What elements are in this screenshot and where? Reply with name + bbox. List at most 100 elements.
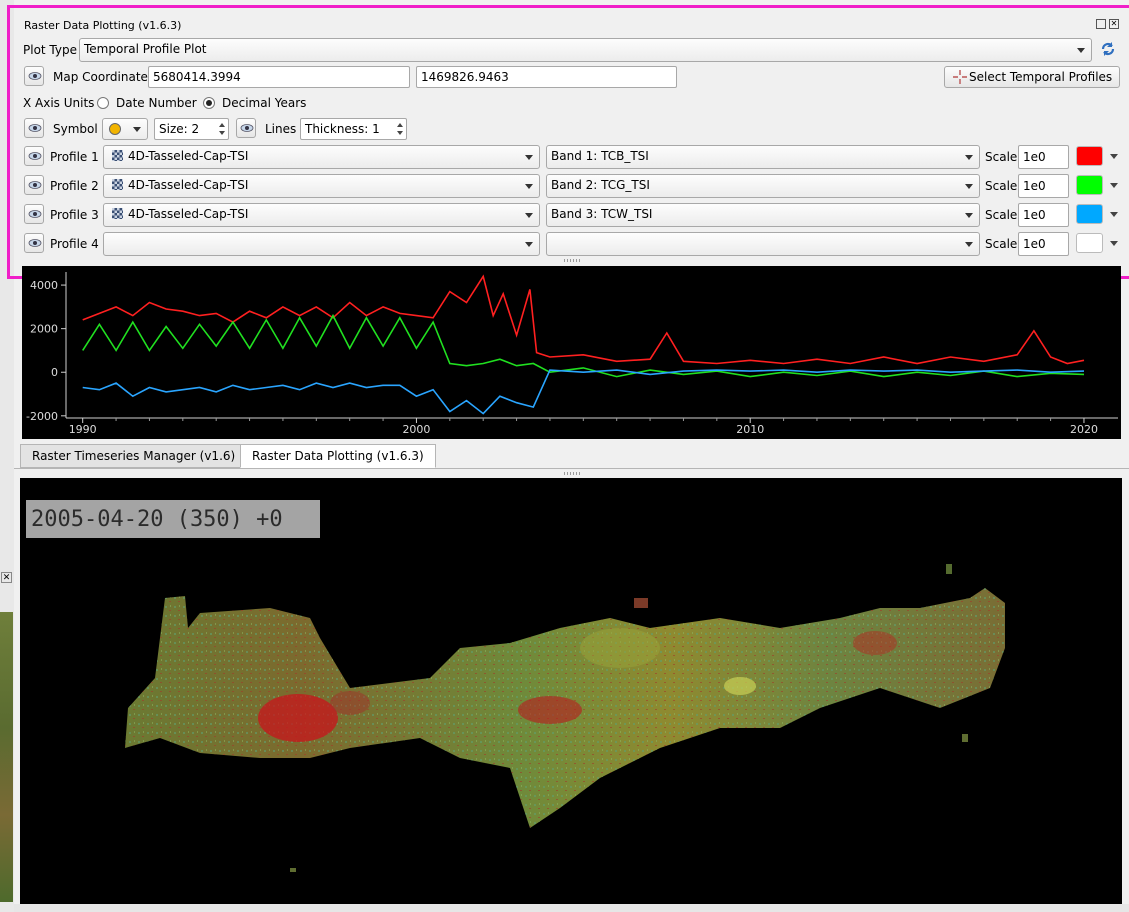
tab-raster-timeseries-manager-label: Raster Timeseries Manager (v1.6): [32, 449, 236, 463]
y-tick-label: 4000: [30, 279, 58, 292]
close-icon[interactable]: ✕: [1109, 19, 1119, 29]
highlight-frame: [7, 5, 1129, 279]
series-line-2: [82, 313, 1085, 378]
raster-layer-icon: [112, 150, 123, 161]
map-coordinate-label: Map Coordinate: [53, 70, 148, 84]
select-temporal-profiles-label: Select Temporal Profiles: [969, 70, 1113, 84]
map-coordinate-y-input[interactable]: 1469826.9463: [416, 66, 677, 88]
date-overlay-text: 2005-04-20 (350) +0: [31, 507, 283, 532]
eye-icon: [240, 124, 254, 132]
x-tick-label: 2000: [402, 423, 430, 436]
x-tick-label: 2010: [736, 423, 764, 436]
decimal-years-radio[interactable]: [203, 97, 215, 109]
island-raster-image: [125, 564, 1005, 872]
x-tick-label: 2020: [1070, 423, 1098, 436]
raster-layer-icon: [112, 179, 123, 190]
profile-3-scale-label: Scale: [985, 208, 1018, 222]
profile-1-band-value: Band 1: TCB_TSI: [551, 149, 649, 163]
splitter-handle[interactable]: [564, 259, 580, 262]
series-line-1: [82, 274, 1085, 365]
profile-1-scale-label: Scale: [985, 150, 1018, 164]
profile-3-color-dropdown-icon[interactable]: [1110, 212, 1118, 217]
lines-visibility-button[interactable]: [236, 118, 256, 138]
profile-2-scale-input[interactable]: 1e0: [1018, 174, 1069, 198]
eye-icon: [28, 72, 42, 80]
symbol-size-value: Size: 2: [159, 122, 200, 136]
profile-3-label: Profile 3: [50, 208, 99, 222]
plot-type-label: Plot Type: [23, 43, 77, 57]
profile-1-label: Profile 1: [50, 150, 99, 164]
map-canvas[interactable]: 2005-04-20 (350) +0: [20, 478, 1122, 904]
date-number-label[interactable]: Date Number: [116, 96, 197, 110]
tab-bar: [14, 444, 1129, 469]
profile-4-band-select[interactable]: [546, 232, 980, 256]
eye-icon: [28, 210, 42, 218]
profile-3-scale-input[interactable]: 1e0: [1018, 203, 1069, 227]
date-number-radio[interactable]: [97, 97, 109, 109]
profile-4-color-dropdown-icon[interactable]: [1110, 241, 1118, 246]
symbol-circle-icon: [109, 123, 121, 135]
profile-1-layer-select[interactable]: 4D-Tasseled-Cap-TSI: [103, 145, 540, 169]
profile-1-band-select[interactable]: Band 1: TCB_TSI: [546, 145, 980, 169]
profile-4-color-swatch[interactable]: [1076, 233, 1103, 253]
profile-2-band-select[interactable]: Band 2: TCG_TSI: [546, 174, 980, 198]
window-title: Raster Data Plotting (v1.6.3): [24, 19, 182, 32]
profile-3-layer-value: 4D-Tasseled-Cap-TSI: [128, 207, 249, 221]
map-coordinate-x-input[interactable]: 5680414.3994: [148, 66, 410, 88]
profile-2-layer-select[interactable]: 4D-Tasseled-Cap-TSI: [103, 174, 540, 198]
profile-2-visibility-button[interactable]: [24, 175, 44, 195]
x-axis-units-label: X Axis Units: [23, 96, 95, 110]
plot-canvas[interactable]: 4000 2000 0 -2000 1990 2000 2010 2020: [22, 266, 1121, 439]
profile-2-color-swatch[interactable]: [1076, 175, 1103, 195]
profile-4-visibility-button[interactable]: [24, 233, 44, 253]
x-tick-label: 1990: [69, 423, 97, 436]
symbol-size-spinbox[interactable]: Size: 2: [154, 118, 229, 140]
profile-2-layer-value: 4D-Tasseled-Cap-TSI: [128, 178, 249, 192]
date-overlay: 2005-04-20 (350) +0: [26, 500, 320, 538]
profile-4-label: Profile 4: [50, 237, 99, 251]
line-thickness-value: Thickness: 1: [305, 122, 380, 136]
line-thickness-spinbox[interactable]: Thickness: 1: [300, 118, 407, 140]
splitter-handle-lower[interactable]: [564, 472, 580, 475]
tab-raster-timeseries-manager[interactable]: Raster Timeseries Manager (v1.6): [20, 444, 248, 468]
series-line-3: [82, 369, 1085, 415]
profile-4-scale-label: Scale: [985, 237, 1018, 251]
y-tick-label: 0: [51, 366, 58, 379]
profile-3-band-select[interactable]: Band 3: TCW_TSI: [546, 203, 980, 227]
y-tick-label: 2000: [30, 323, 58, 336]
profile-1-scale-input[interactable]: 1e0: [1018, 145, 1069, 169]
map-coordinate-visibility-button[interactable]: [24, 66, 44, 86]
profile-4-scale-input[interactable]: 1e0: [1018, 232, 1069, 256]
temporal-profile-plot[interactable]: 4000 2000 0 -2000 1990 2000 2010 2020: [22, 266, 1121, 439]
lines-label: Lines: [265, 122, 297, 136]
plot-type-value: Temporal Profile Plot: [84, 42, 207, 56]
profile-3-color-swatch[interactable]: [1076, 204, 1103, 224]
symbol-label: Symbol: [53, 122, 98, 136]
profile-2-label: Profile 2: [50, 179, 99, 193]
symbol-select[interactable]: [102, 118, 148, 140]
profile-2-band-value: Band 2: TCG_TSI: [551, 178, 650, 192]
profile-3-visibility-button[interactable]: [24, 204, 44, 224]
profile-4-layer-select[interactable]: [103, 232, 540, 256]
profile-1-color-swatch[interactable]: [1076, 146, 1103, 166]
tab-raster-data-plotting[interactable]: Raster Data Plotting (v1.6.3): [240, 444, 436, 468]
dock-title-bar: [14, 14, 1129, 36]
background-close-icon[interactable]: ✕: [1, 572, 12, 583]
raster-layer-icon: [112, 208, 123, 219]
background-map-fragment: [0, 612, 13, 902]
profile-1-color-dropdown-icon[interactable]: [1110, 154, 1118, 159]
profile-3-layer-select[interactable]: 4D-Tasseled-Cap-TSI: [103, 203, 540, 227]
refresh-icon[interactable]: [1100, 41, 1116, 57]
float-icon[interactable]: [1096, 19, 1106, 29]
eye-icon: [28, 239, 42, 247]
plot-type-select[interactable]: Temporal Profile Plot: [79, 38, 1092, 62]
select-temporal-profiles-button[interactable]: Select Temporal Profiles: [944, 66, 1120, 88]
symbol-visibility-button[interactable]: [24, 118, 44, 138]
decimal-years-label[interactable]: Decimal Years: [222, 96, 307, 110]
profile-2-scale-label: Scale: [985, 179, 1018, 193]
profile-2-color-dropdown-icon[interactable]: [1110, 183, 1118, 188]
profile-1-layer-value: 4D-Tasseled-Cap-TSI: [128, 149, 249, 163]
eye-icon: [28, 181, 42, 189]
eye-icon: [28, 152, 42, 160]
profile-1-visibility-button[interactable]: [24, 146, 44, 166]
